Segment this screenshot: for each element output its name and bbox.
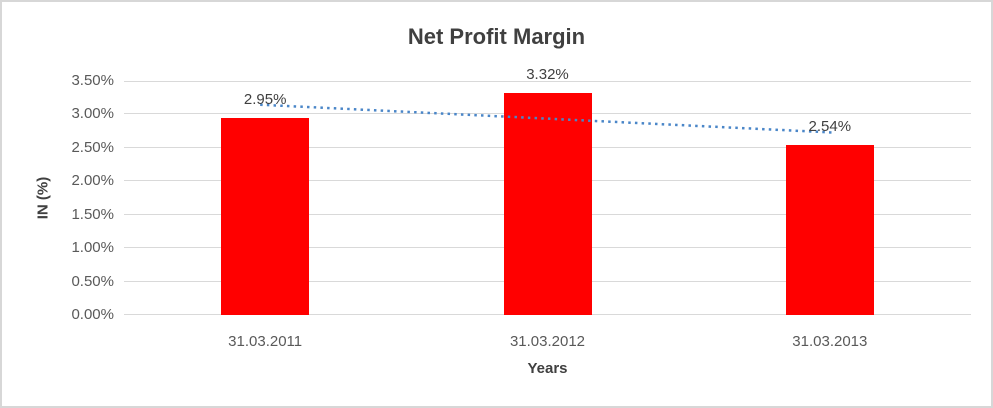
bar-data-label: 2.54%: [808, 118, 852, 136]
y-tick-label: 1.50%: [71, 205, 114, 223]
bar: [221, 117, 310, 315]
x-tick-label: 31.03.2011: [228, 333, 303, 350]
bar-data-label: 3.32%: [526, 66, 569, 84]
y-tick-label: 2.50%: [71, 138, 114, 156]
y-tick-label: 2.00%: [71, 172, 114, 190]
x-axis-title: Years: [527, 360, 568, 377]
x-tick-label: 31.03.2012: [509, 333, 586, 350]
y-tick-label: 3.50%: [71, 72, 114, 89]
y-tick-label: 3.00%: [71, 105, 114, 123]
gridline: [124, 81, 971, 82]
y-tick-label: 0.00%: [71, 306, 114, 323]
y-tick-label: 0.50%: [71, 272, 114, 290]
y-tick-label: 1.00%: [71, 239, 114, 257]
bar: [503, 93, 592, 315]
bar-data-label: 2.95%: [243, 90, 287, 108]
trendline: [260, 103, 835, 134]
x-axis-tick-labels: 31.03.2011 31.03.2012 31.03.2013: [124, 332, 971, 352]
chart-title: Net Profit Margin: [407, 24, 586, 49]
bar: [785, 145, 874, 315]
x-tick-label: 31.03.2013: [792, 333, 868, 350]
y-axis-tick-labels: 0.00% 0.50% 1.00% 1.50% 2.00% 2.50% 3.00% 3.50%: [2, 72, 114, 323]
plot-area: 2.95% 3.32% 2.54%: [124, 66, 971, 315]
